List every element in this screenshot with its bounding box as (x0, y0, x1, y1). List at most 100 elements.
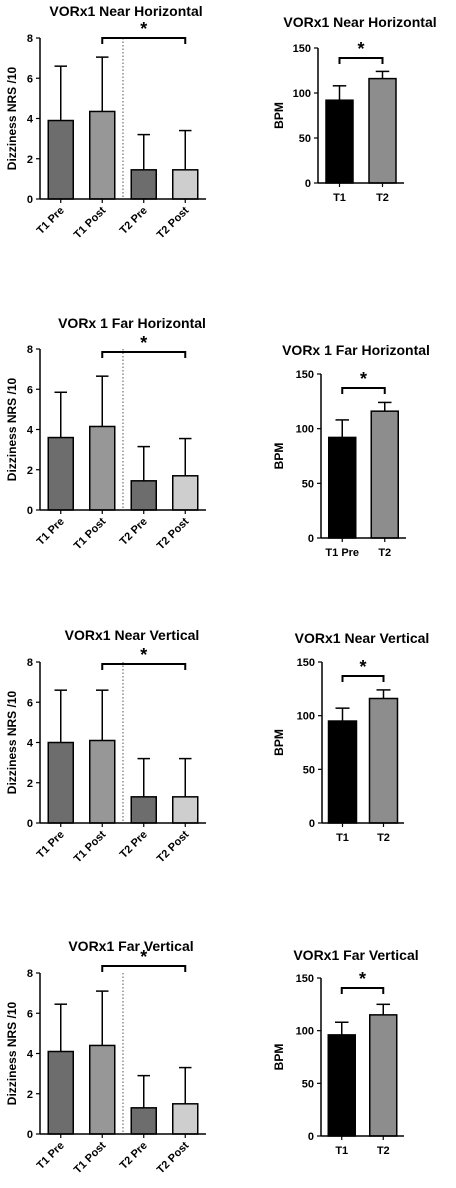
x-tick-label-1: T1 (335, 1145, 348, 1157)
significance-bracket (340, 987, 385, 994)
y-axis-label: Dizziness NRS /10 (5, 1001, 19, 1105)
y-tick-label-2: 2 (27, 154, 33, 166)
x-tick-label-2: T2 (377, 832, 390, 844)
bar-2 (368, 697, 399, 824)
chart-title: VORx 1 Far Horizontal (58, 315, 206, 331)
y-tick-label-8: 8 (27, 344, 33, 356)
y-tick-label-50: 50 (302, 478, 314, 490)
y-axis-label: Dizziness NRS /10 (5, 377, 19, 481)
x-tick-label-1: T1 (336, 832, 349, 844)
y-tick-label-2: 2 (27, 778, 33, 790)
y-tick-label-2: 2 (27, 465, 33, 477)
y-axis-label: BPM (272, 729, 286, 756)
y-tick-label-8: 8 (27, 968, 33, 980)
y-tick-label-50: 50 (303, 764, 315, 776)
chart-title: VORx1 Far Vertical (68, 938, 193, 954)
bar-1 (47, 119, 74, 200)
x-tick-label-1: T1 Pre (35, 205, 67, 237)
y-tick-label-0: 0 (308, 1131, 314, 1143)
y-axis-label: BPM (272, 1044, 286, 1071)
bar-3 (130, 480, 157, 511)
y-tick-label-0: 0 (27, 505, 33, 517)
bar-2 (370, 410, 399, 539)
x-tick-label-3: T2 Pre (118, 205, 150, 237)
x-tick-label-2: T1 Post (72, 1139, 109, 1176)
y-tick-label-6: 6 (27, 697, 33, 709)
y-tick-label-2: 2 (27, 1089, 33, 1101)
significance-bracket (341, 387, 386, 394)
y-tick-label-8: 8 (27, 33, 33, 45)
y-tick-label-150: 150 (296, 369, 314, 381)
x-tick-label-2: T1 Post (72, 204, 109, 241)
y-tick-label-6: 6 (27, 384, 33, 396)
significance-star: * (140, 19, 147, 39)
y-tick-label-50: 50 (299, 133, 311, 145)
bar-4 (172, 1103, 199, 1135)
significance-star: * (359, 657, 366, 677)
y-tick-label-150: 150 (296, 973, 314, 985)
y-tick-label-100: 100 (296, 1026, 314, 1038)
x-tick-label-3: T2 Pre (118, 516, 150, 548)
significance-bracket (341, 675, 385, 682)
bar-3 (130, 1107, 157, 1135)
x-tick-label-1: T1 Pre (325, 547, 359, 559)
y-tick-label-0: 0 (27, 818, 33, 830)
x-tick-label-1: T1 (333, 192, 346, 204)
y-tick-label-4: 4 (27, 738, 34, 750)
y-tick-label-100: 100 (293, 88, 311, 100)
y-axis-label: BPM (272, 443, 286, 470)
y-tick-label-100: 100 (296, 424, 314, 436)
y-tick-label-6: 6 (27, 73, 33, 85)
y-tick-label-150: 150 (293, 43, 311, 55)
bar-2 (89, 425, 116, 511)
y-tick-label-50: 50 (302, 1078, 314, 1090)
chart-title: VORx1 Near Horizontal (49, 3, 202, 19)
x-tick-label-4: T2 Post (155, 828, 192, 865)
x-tick-label-2: T2 (377, 1145, 390, 1157)
chart-title: VORx 1 Far Horizontal (282, 342, 430, 358)
x-tick-label-1: T1 Pre (35, 1140, 67, 1172)
chart-title: VORx1 Far Vertical (293, 947, 418, 963)
bar-1 (47, 1050, 74, 1135)
significance-star: * (360, 369, 367, 389)
y-tick-label-0: 0 (308, 533, 314, 545)
bar-3 (130, 169, 157, 200)
y-tick-label-4: 4 (27, 1049, 34, 1061)
bar-1 (328, 436, 357, 539)
x-tick-label-1: T1 Pre (35, 516, 67, 548)
chart-title: VORx1 Near Vertical (295, 630, 430, 646)
bar-2 (89, 739, 116, 824)
chart-title: VORx1 Near Vertical (65, 627, 200, 643)
bar-1 (327, 720, 358, 824)
y-tick-label-0: 0 (305, 178, 311, 190)
bar-4 (172, 169, 199, 200)
x-tick-label-3: T2 Pre (118, 829, 150, 861)
bar-2 (89, 1044, 116, 1135)
y-tick-label-150: 150 (297, 657, 315, 669)
bar-4 (172, 475, 199, 511)
x-tick-label-2: T2 (378, 547, 391, 559)
y-tick-label-8: 8 (27, 657, 33, 669)
bar-2 (89, 110, 116, 200)
y-tick-label-4: 4 (27, 114, 34, 126)
bar-4 (172, 796, 199, 824)
x-tick-label-4: T2 Post (155, 515, 192, 552)
significance-bracket (101, 351, 187, 358)
y-axis-label: BPM (272, 102, 286, 129)
bar-1 (47, 436, 74, 511)
x-tick-label-2: T2 (376, 192, 389, 204)
x-tick-label-4: T2 Post (155, 1139, 192, 1176)
bar-2 (369, 1014, 398, 1137)
y-tick-label-0: 0 (27, 1129, 33, 1141)
bar-3 (130, 796, 157, 824)
x-tick-label-2: T1 Post (72, 515, 109, 552)
x-tick-label-4: T2 Post (155, 204, 192, 241)
chart-title: VORx1 Near Horizontal (283, 14, 436, 30)
significance-bracket (101, 37, 187, 44)
y-axis-label: Dizziness NRS /10 (5, 690, 19, 794)
significance-bracket (338, 57, 384, 64)
bar-2 (368, 77, 397, 184)
significance-star: * (140, 645, 147, 665)
significance-bracket (101, 663, 187, 670)
